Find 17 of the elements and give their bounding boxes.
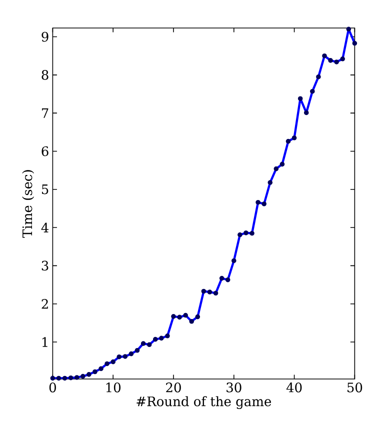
y-tick-label: 8 [42, 70, 48, 80]
x-tick-label: 10 [106, 382, 120, 392]
y-tick-label: 4 [41, 222, 49, 232]
y-axis-title: Time (sec) [22, 170, 34, 238]
x-tick-label: 50 [348, 382, 362, 392]
x-axis-title: #Round of the game [136, 396, 272, 409]
y-tick-label: 7 [42, 108, 48, 118]
y-tick-label: 6 [42, 146, 48, 156]
x-tick-label: 20 [166, 382, 181, 392]
y-tick-label: 1 [42, 337, 48, 347]
y-tick-label: 3 [42, 260, 48, 271]
y-tick-label: 9 [42, 32, 48, 42]
y-tick-label: 5 [42, 184, 48, 194]
y-tick-label: 2 [42, 299, 48, 309]
x-tick-label: 0 [49, 382, 56, 392]
x-tick-label: 30 [226, 382, 242, 392]
x-tick-label: 40 [286, 382, 302, 392]
